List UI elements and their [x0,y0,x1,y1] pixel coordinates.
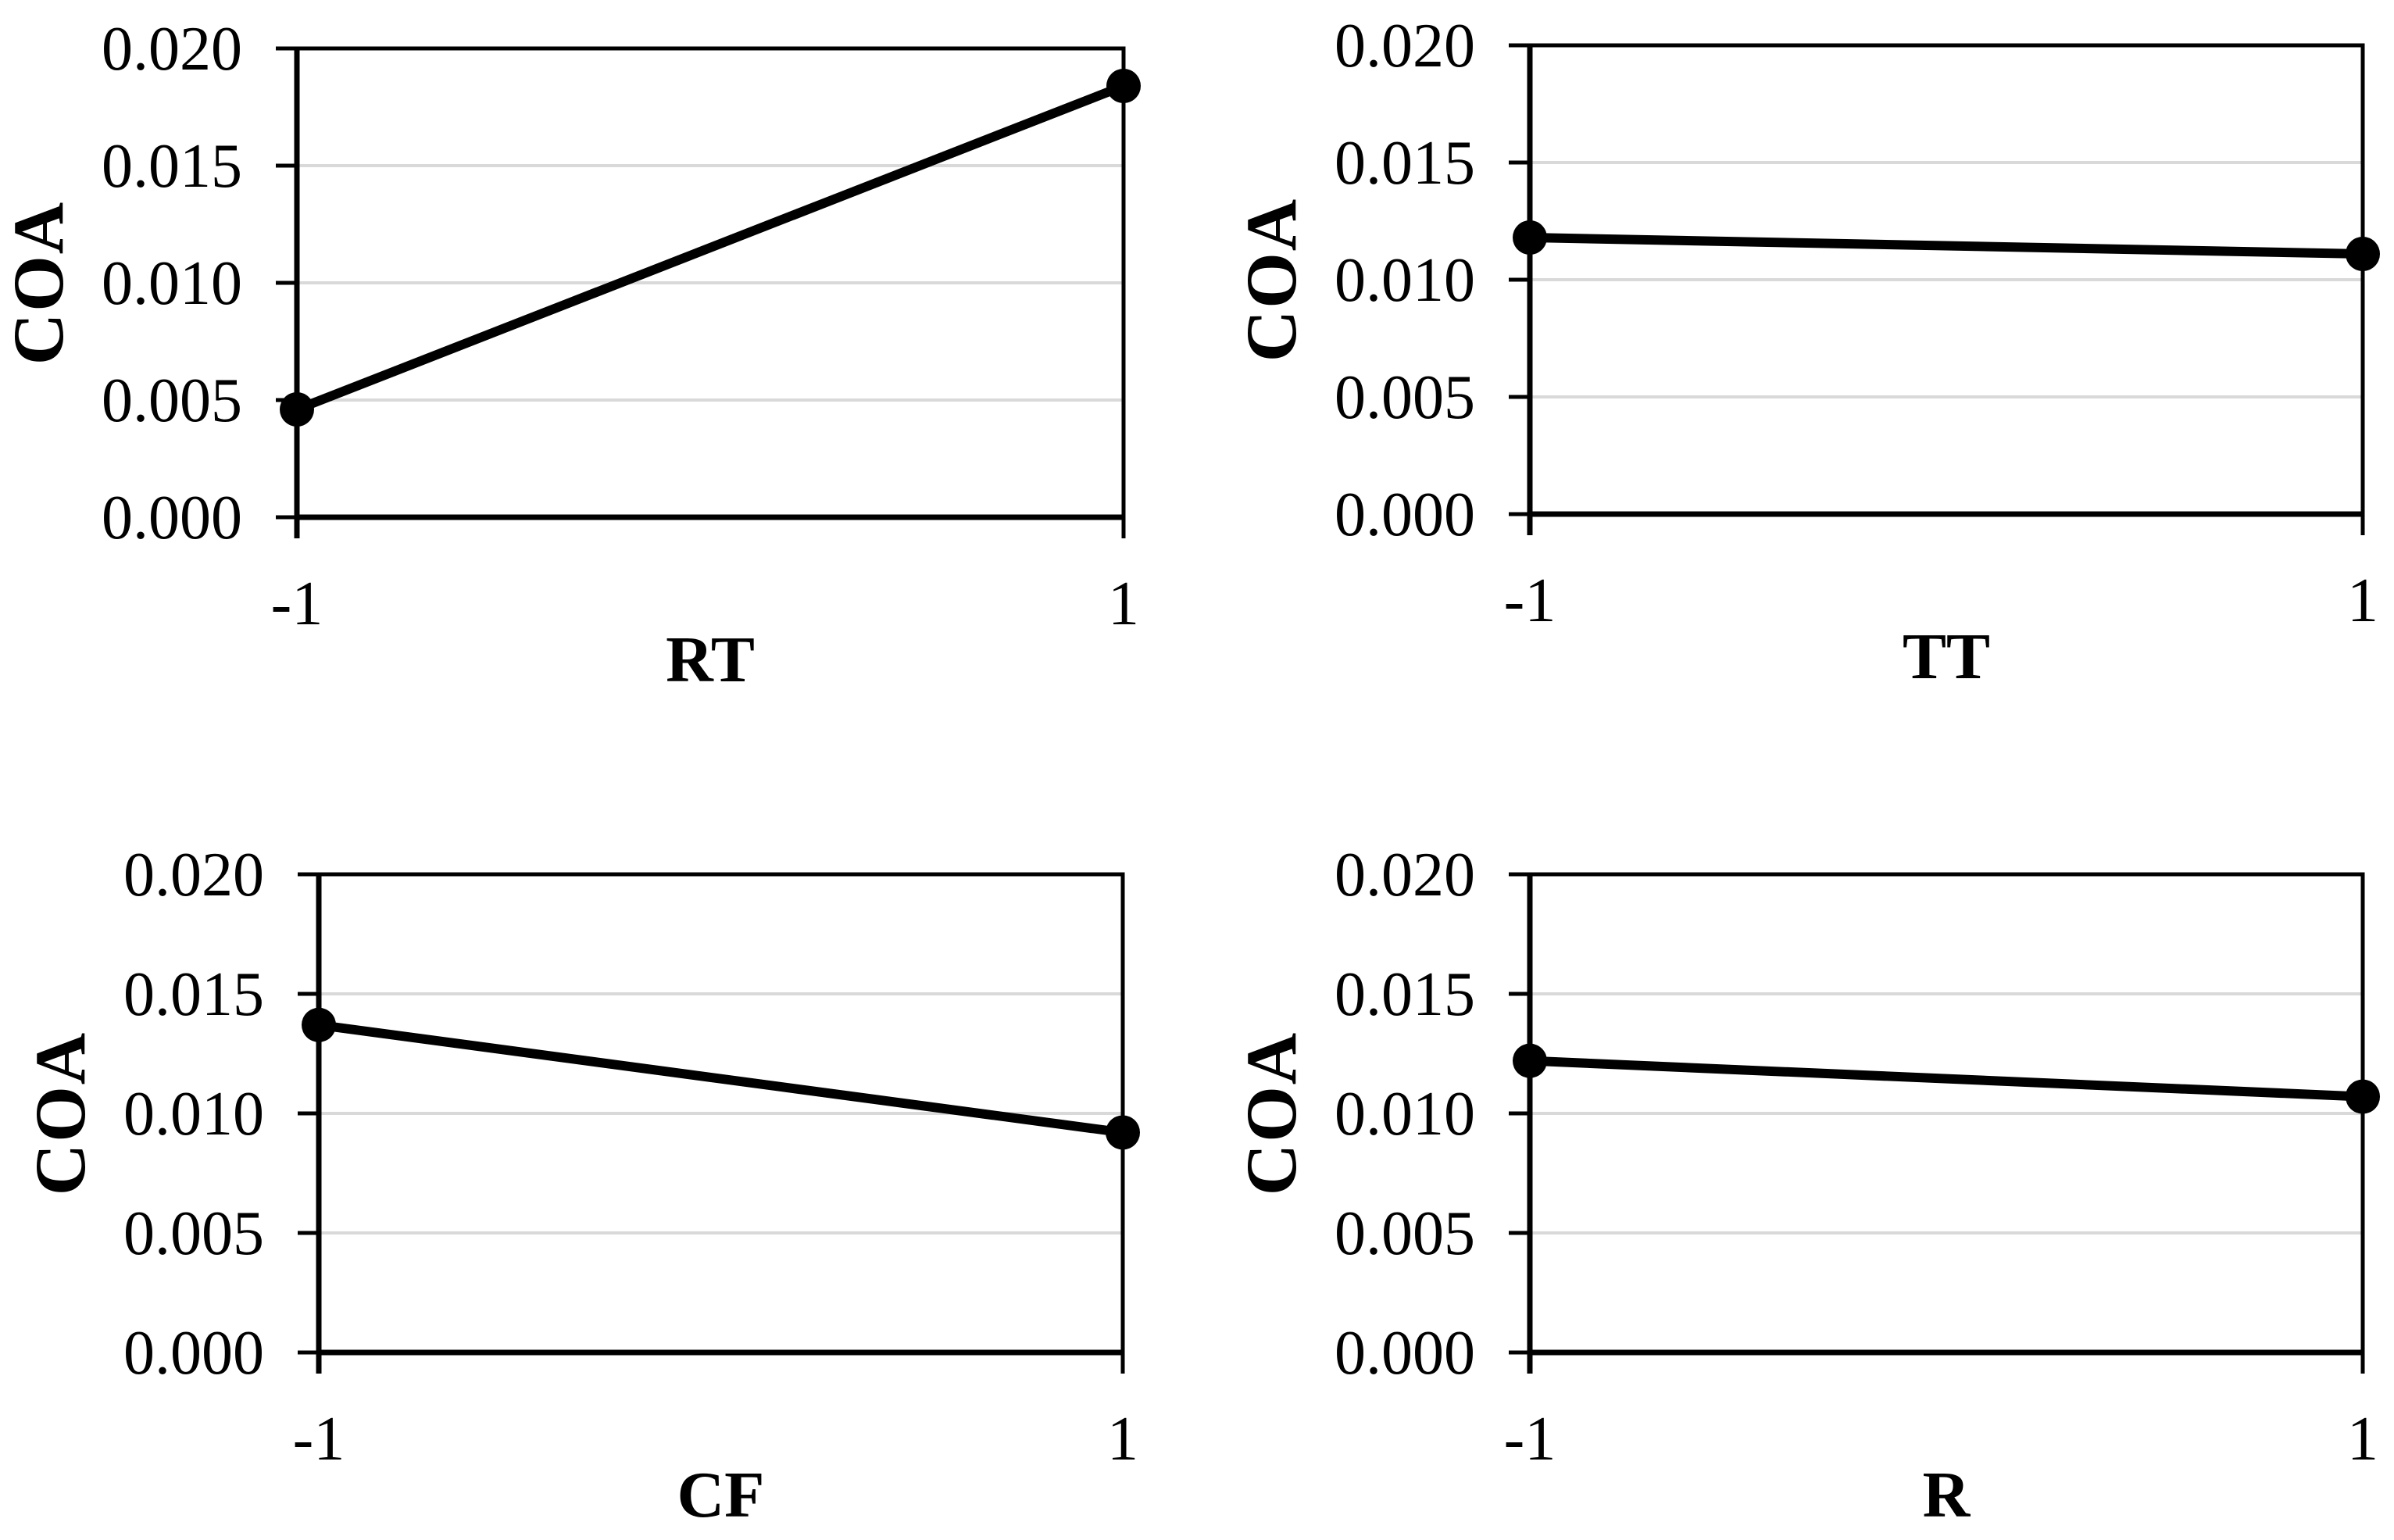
y-tick-label: 0.010 [102,249,242,318]
x-tick-label: 1 [2347,1405,2378,1474]
x-axis-title: R [1923,1459,1971,1531]
x-tick-label: 1 [1107,1405,1138,1474]
y-tick-label: 0.010 [1335,1080,1475,1149]
chart-panel-r: 0.000 0.005 0.010 0.015 0.020 -1 1 R COA [1197,770,2394,1540]
data-point-marker [1106,1115,1140,1150]
y-tick-label: 0.005 [1335,1199,1475,1268]
chart-panel-cf: 0.000 0.005 0.010 0.015 0.020 -1 1 CF COA [0,770,1197,1540]
chart-tt: 0.000 0.005 0.010 0.015 0.020 -1 1 TT COA [1231,12,2380,693]
data-point-marker [1513,1043,1547,1078]
y-tick-label: 0.015 [1335,960,1475,1029]
x-axis-title: TT [1903,620,1990,693]
y-tick-label: 0.000 [1335,481,1475,549]
y-tick-label: 0.020 [123,841,264,909]
y-tick-label: 0.005 [102,366,242,435]
y-tick-label: 0.020 [102,15,242,84]
data-point-marker [302,1007,336,1042]
x-tick-label: -1 [1504,1405,1556,1474]
x-tick-label: -1 [293,1405,345,1474]
chart-panel-rt: 0.000 0.005 0.010 0.015 0.020 -1 1 RT COA [0,0,1197,770]
y-axis-title: COA [0,201,78,365]
y-axis-title: COA [20,1031,100,1195]
y-tick-label: 0.010 [123,1080,264,1149]
y-tick-label: 0.020 [1335,12,1475,80]
x-axis-title: CF [677,1459,765,1531]
chart-cf: 0.000 0.005 0.010 0.015 0.020 -1 1 CF COA [20,841,1140,1531]
y-tick-label: 0.015 [102,132,242,201]
data-point-marker [2346,237,2380,271]
data-series-line [1525,233,2367,259]
y-tick-label: 0.015 [123,960,264,1029]
data-series-line [314,1020,1127,1138]
y-tick-label: 0.000 [1335,1319,1475,1388]
chart-panel-tt: 0.000 0.005 0.010 0.015 0.020 -1 1 TT COA [1197,0,2394,770]
y-axis-title: COA [1231,1031,1311,1195]
chart-r: 0.000 0.005 0.010 0.015 0.020 -1 1 R COA [1231,841,2380,1531]
y-tick-label: 0.005 [1335,363,1475,432]
chart-rt: 0.000 0.005 0.010 0.015 0.020 -1 1 RT COA [0,15,1141,696]
y-tick-label: 0.010 [1335,246,1475,315]
x-axis-title: RT [666,624,755,696]
data-point-marker [280,392,314,427]
y-tick-label: 0.015 [1335,129,1475,198]
data-point-marker [1106,69,1141,103]
data-point-marker [2346,1079,2380,1114]
y-tick-label: 0.020 [1335,841,1475,909]
y-tick-label: 0.000 [123,1319,264,1388]
x-tick-label: -1 [1504,566,1556,635]
x-tick-label: -1 [271,570,323,638]
data-point-marker [1513,220,1547,255]
y-tick-label: 0.000 [102,484,242,552]
y-axis-title: COA [1231,198,1311,362]
data-series-line [292,81,1128,414]
data-series-line [1525,1056,2367,1102]
x-tick-label: 1 [1108,570,1139,638]
x-tick-label: 1 [2347,566,2378,635]
y-tick-label: 0.005 [123,1199,264,1268]
